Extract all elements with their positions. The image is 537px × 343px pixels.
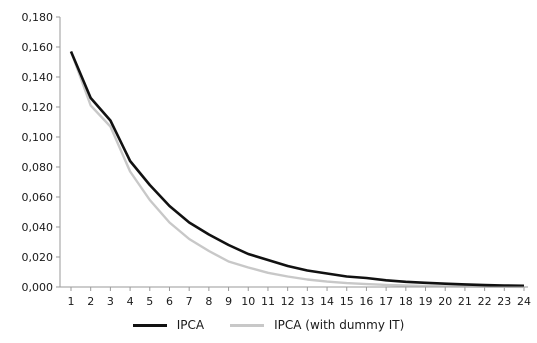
legend-item-ipca: IPCA <box>132 318 205 332</box>
y-tick-label: 0,020 <box>22 251 54 264</box>
y-tick-label: 0,040 <box>22 221 54 234</box>
legend-item-ipca-dummy: IPCA (with dummy IT) <box>230 318 404 332</box>
x-axis-ticks: 1 2 3 4 5 6 7 8 9 10 11 12 13 14 15 16 17 18 19 20 21 22 23 24 <box>68 287 531 308</box>
y-tick-label: 0,060 <box>22 191 54 204</box>
x-tick-label: 18 <box>399 295 413 308</box>
x-tick-label: 4 <box>127 295 134 308</box>
x-tick-label: 15 <box>340 295 354 308</box>
x-tick-label: 21 <box>458 295 472 308</box>
x-tick-label: 22 <box>478 295 492 308</box>
x-tick-label: 6 <box>166 295 173 308</box>
x-tick-label: 17 <box>379 295 393 308</box>
x-tick-label: 13 <box>300 295 314 308</box>
x-tick-label: 14 <box>320 295 334 308</box>
x-tick-label: 23 <box>497 295 511 308</box>
x-tick-label: 2 <box>87 295 94 308</box>
x-tick-label: 8 <box>205 295 212 308</box>
x-tick-label: 3 <box>107 295 114 308</box>
series-line-ipca-dummy <box>69 51 525 289</box>
y-tick-label: 0,100 <box>22 131 54 144</box>
legend-label-ipca-dummy: IPCA (with dummy IT) <box>274 318 405 332</box>
y-axis-ticks: 0,000 0,020 0,040 0,060 0,080 0,100 0,120 0,140… <box>22 11 60 294</box>
x-tick-label: 1 <box>68 295 75 308</box>
y-tick-label: 0,180 <box>22 11 54 24</box>
x-tick-label: 10 <box>241 295 255 308</box>
legend-label-ipca: IPCA <box>176 318 205 332</box>
series-layer <box>69 50 525 289</box>
y-tick-label: 0,080 <box>22 161 54 174</box>
x-tick-label: 9 <box>225 295 232 308</box>
legend-swatch-ipca <box>132 323 167 327</box>
x-tick-label: 16 <box>359 295 373 308</box>
legend-swatch-ipca-dummy <box>230 323 265 327</box>
x-tick-label: 20 <box>438 295 452 308</box>
x-tick-label: 12 <box>281 295 295 308</box>
x-tick-label: 5 <box>146 295 153 308</box>
x-tick-label: 11 <box>261 295 275 308</box>
x-tick-label: 24 <box>517 295 531 308</box>
legend: IPCA IPCA (with dummy IT) <box>0 318 537 332</box>
x-tick-label: 19 <box>419 295 433 308</box>
y-tick-label: 0,000 <box>22 281 54 294</box>
y-tick-label: 0,120 <box>22 101 54 114</box>
y-tick-label: 0,160 <box>22 41 54 54</box>
x-tick-label: 7 <box>186 295 193 308</box>
series-line-ipca <box>69 50 525 288</box>
y-tick-label: 0,140 <box>22 71 54 84</box>
